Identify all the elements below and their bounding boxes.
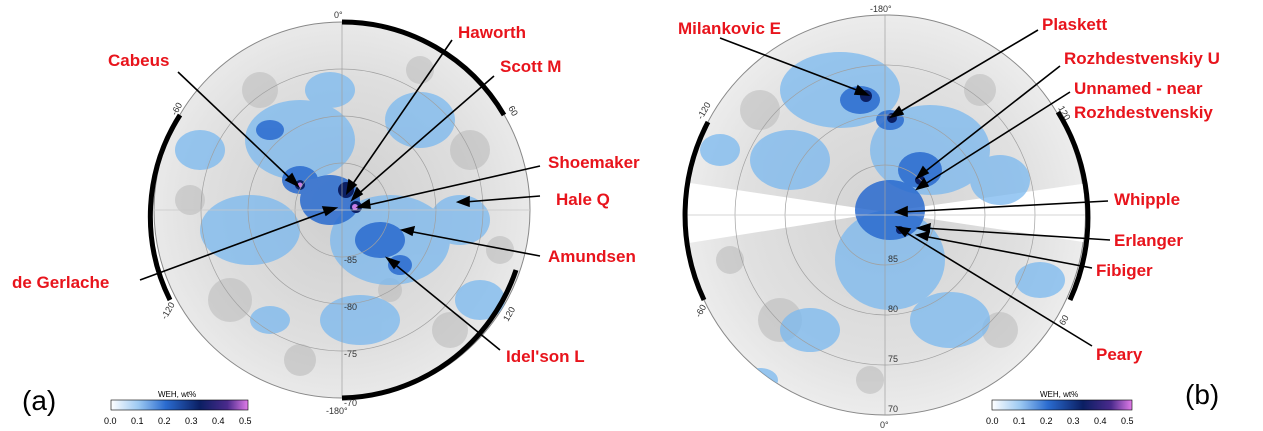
cb-tick: 0.3 [185, 416, 198, 426]
label-unnamed-near-rozhdestvenskiy: Rozhdestvenskiy [1074, 103, 1213, 122]
frame-arcs [682, 110, 1091, 302]
label-arrows [139, 39, 541, 351]
label-de-gerlache: de Gerlache [12, 273, 109, 292]
label-haworth: Haworth [458, 23, 526, 42]
water-patches [685, 52, 1085, 394]
cb-tick: 0.1 [1013, 416, 1026, 426]
label-fibiger: Fibiger [1096, 261, 1153, 280]
label-shoemaker: Shoemaker [548, 153, 640, 172]
cb-tick: 0.4 [1094, 416, 1107, 426]
lon-tick-bottom: -180° [326, 406, 348, 416]
lon-tick-upper-right: 60 [506, 104, 520, 118]
label-peary: Peary [1096, 345, 1143, 364]
panel-b-svg: -180° 0° -120 120 -60 60 85 80 75 70 Mil… [678, 4, 1220, 430]
cb-tick: 0.5 [239, 416, 252, 426]
graticule [685, 15, 1085, 415]
label-cabeus: Cabeus [108, 51, 169, 70]
lat-tick: 75 [888, 354, 898, 364]
panel-a-letter: (a) [22, 385, 56, 416]
panel-a-south-pole-map: 0° -180° -60 60 -120 120 -85 -80 -75 -70… [12, 10, 640, 426]
label-milankovic-e: Milankovic E [678, 19, 781, 38]
lat-tick: -75 [344, 349, 357, 359]
panel-a-svg: 0° -180° -60 60 -120 120 -85 -80 -75 -70… [12, 10, 640, 426]
lat-tick: 70 [888, 404, 898, 414]
cb-tick: 0.0 [104, 416, 117, 426]
lon-tick-bottom: 0° [880, 420, 889, 430]
label-arrows [719, 29, 1111, 347]
cb-tick: 0.4 [212, 416, 225, 426]
colorbar-a: WEH, wt% 0.0 0.1 0.2 0.3 0.4 0.5 [104, 390, 252, 426]
panel-b-letter: (b) [1185, 379, 1219, 410]
label-idelson-l: Idel'son L [506, 347, 585, 366]
cb-tick: 0.5 [1121, 416, 1134, 426]
colorbar-b: WEH, wt% 0.0 0.1 0.2 0.3 0.4 0.5 [986, 390, 1134, 426]
lat-tick: -85 [344, 255, 357, 265]
lon-tick-lower-right: 120 [501, 305, 517, 323]
label-unnamed-near: Unnamed - near [1074, 79, 1203, 98]
label-erlanger: Erlanger [1114, 231, 1183, 250]
label-whipple: Whipple [1114, 190, 1180, 209]
lon-tick-lower-right: 60 [1057, 313, 1071, 327]
cb-tick: 0.0 [986, 416, 999, 426]
panel-b-north-pole-map: -180° 0° -120 120 -60 60 85 80 75 70 Mil… [640, 0, 1263, 431]
label-plaskett: Plaskett [1042, 15, 1108, 34]
lat-tick: 80 [888, 304, 898, 314]
water-patches [175, 56, 514, 376]
cb-tick: 0.2 [1040, 416, 1053, 426]
colorbar-title: WEH, wt% [1040, 390, 1078, 399]
lon-tick-lower-left: -120 [159, 300, 177, 321]
label-rozhdestvenskiy-u: Rozhdestvenskiy U [1064, 49, 1220, 68]
label-scott-m: Scott M [500, 57, 561, 76]
frame-arcs [147, 19, 519, 401]
label-amundsen: Amundsen [548, 247, 636, 266]
graticule [154, 22, 530, 398]
label-hale-q: Hale Q [556, 190, 610, 209]
colorbar-title: WEH, wt% [158, 390, 196, 399]
lon-tick-top: -180° [870, 4, 892, 14]
cb-tick: 0.3 [1067, 416, 1080, 426]
lat-tick: -80 [344, 302, 357, 312]
lon-tick-top: 0° [334, 10, 343, 20]
cb-tick: 0.2 [158, 416, 171, 426]
lat-tick: -70 [344, 398, 357, 408]
lat-tick: 85 [888, 254, 898, 264]
cb-tick: 0.1 [131, 416, 144, 426]
